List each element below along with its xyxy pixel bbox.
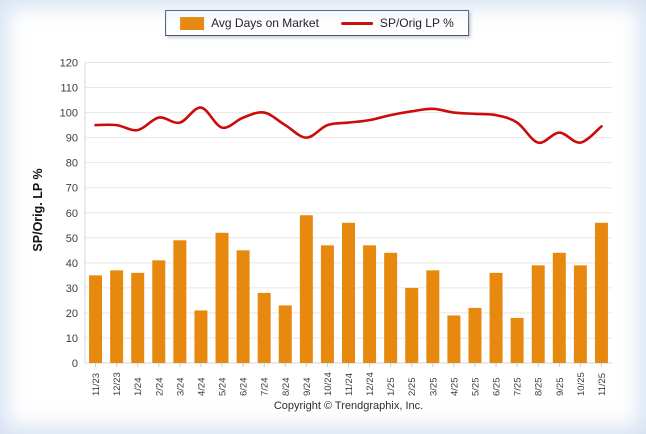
y-tick-label: 0 bbox=[72, 358, 78, 370]
y-tick-label: 50 bbox=[66, 233, 78, 245]
x-tick-label: 8/24 bbox=[281, 378, 292, 397]
y-tick-label: 110 bbox=[60, 83, 78, 95]
avg-dom-bar bbox=[299, 215, 313, 363]
x-tick-label: 12/23 bbox=[112, 372, 123, 396]
legend-label-sp-orig-lp: SP/Orig LP % bbox=[379, 16, 454, 30]
legend-label-avg-days-on-market: Avg Days on Market bbox=[211, 16, 319, 30]
x-tick-label: 2/24 bbox=[154, 378, 165, 397]
x-tick-label: 12/24 bbox=[365, 372, 376, 396]
avg-dom-bar bbox=[89, 275, 103, 363]
x-tick-label: 5/24 bbox=[218, 378, 229, 397]
avg-dom-bar bbox=[531, 265, 545, 363]
y-tick-label: 80 bbox=[66, 158, 78, 170]
x-tick-label: 10/24 bbox=[323, 372, 334, 396]
avg-dom-bar bbox=[489, 272, 503, 363]
y-tick-label: 90 bbox=[66, 133, 78, 145]
avg-dom-bar bbox=[405, 287, 419, 363]
copyright-text: Copyright © Trendgraphix, Inc. bbox=[273, 400, 424, 412]
x-tick-label: 2/25 bbox=[407, 378, 418, 397]
y-tick-label: 30 bbox=[66, 283, 78, 295]
avg-dom-bar bbox=[110, 270, 124, 363]
x-tick-label: 4/24 bbox=[196, 378, 207, 397]
x-tick-label: 11/23 bbox=[91, 373, 102, 396]
avg-dom-bar bbox=[426, 270, 440, 363]
avg-dom-bar bbox=[510, 317, 524, 363]
x-tick-label: 11/24 bbox=[344, 373, 355, 396]
x-tick-label: 4/25 bbox=[449, 378, 460, 397]
y-axis-title: SP/Orig. LP % bbox=[31, 168, 45, 251]
avg-dom-bar bbox=[173, 240, 187, 363]
avg-dom-bar bbox=[447, 315, 461, 363]
line-series-swatch-icon bbox=[340, 21, 373, 25]
x-tick-label: 3/25 bbox=[428, 378, 439, 397]
avg-dom-bar bbox=[384, 252, 398, 363]
x-tick-label: 9/24 bbox=[302, 378, 313, 397]
x-tick-label: 5/25 bbox=[470, 378, 481, 397]
avg-dom-bar bbox=[194, 310, 208, 363]
avg-dom-bar bbox=[363, 245, 377, 363]
avg-dom-bar bbox=[342, 222, 355, 363]
y-tick-label: 70 bbox=[66, 183, 78, 195]
x-tick-label: 11/25 bbox=[597, 373, 608, 396]
x-tick-label: 6/24 bbox=[239, 378, 250, 397]
bar-series-swatch-icon bbox=[180, 16, 205, 30]
x-tick-label: 9/25 bbox=[555, 378, 566, 397]
x-tick-label: 8/25 bbox=[534, 378, 545, 397]
chart-legend: Avg Days on Market SP/Orig LP % bbox=[165, 10, 469, 36]
y-tick-label: 10 bbox=[66, 333, 78, 345]
legend-item-sp-orig-lp: SP/Orig LP % bbox=[340, 16, 454, 30]
avg-dom-bar bbox=[594, 222, 608, 363]
x-tick-label: 1/25 bbox=[386, 378, 397, 397]
avg-dom-bar bbox=[215, 232, 229, 363]
avg-dom-bar bbox=[236, 250, 250, 363]
y-tick-label: 40 bbox=[66, 258, 78, 270]
avg-dom-bar bbox=[152, 260, 166, 363]
x-tick-label: 6/25 bbox=[492, 378, 503, 397]
x-tick-label: 3/24 bbox=[175, 378, 186, 397]
avg-dom-bar bbox=[468, 307, 482, 363]
avg-dom-bar bbox=[131, 272, 145, 363]
legend-item-avg-days-on-market: Avg Days on Market bbox=[180, 16, 319, 30]
x-tick-label: 1/24 bbox=[133, 378, 144, 397]
y-tick-label: 120 bbox=[60, 58, 78, 70]
avg-dom-bar bbox=[552, 252, 566, 363]
x-tick-label: 7/24 bbox=[260, 378, 271, 397]
avg-dom-bar bbox=[257, 292, 271, 363]
avg-dom-bar bbox=[278, 305, 292, 363]
x-tick-label: 7/25 bbox=[513, 378, 524, 397]
y-tick-label: 20 bbox=[66, 308, 78, 320]
y-tick-label: 100 bbox=[60, 108, 78, 120]
avg-dom-bar bbox=[320, 245, 334, 363]
sp-orig-lp-line bbox=[94, 106, 603, 144]
y-tick-label: 60 bbox=[66, 208, 78, 220]
x-tick-label: 10/25 bbox=[576, 372, 587, 396]
avg-dom-bar bbox=[573, 265, 587, 363]
